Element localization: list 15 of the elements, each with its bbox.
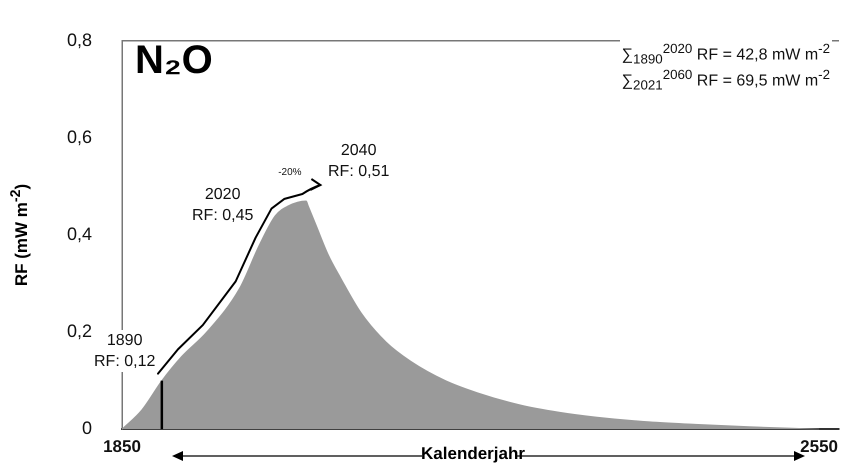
y-tick-label: 0,6	[66, 126, 92, 147]
y-tick-label: 0,8	[66, 30, 92, 50]
chart-title: N₂O	[135, 38, 213, 83]
annotation: ∑$_{2021}$$^{2060}$ RF = 69,5 mW m$^{-2}$	[622, 67, 830, 93]
y-tick-label: 0,2	[66, 321, 92, 342]
x-tick-label: 1850	[103, 437, 141, 456]
annotation: 2040 RF: 0,51	[326, 140, 392, 182]
y-tick-label: 0	[82, 418, 92, 438]
annotation: 2020 RF: 0,45	[190, 184, 256, 226]
x-axis-title: Kalenderjahr	[411, 444, 535, 463]
annotation: 1890 RF: 0,12	[92, 330, 158, 372]
y-tick-label: 0,4	[66, 224, 92, 244]
annotation: ∑$_{1890}$$^{2020}$ RF = 42,8 mW m$^{-2}$	[622, 41, 830, 67]
x-tick-label: 2550	[800, 437, 838, 456]
annotation: -20%	[278, 167, 302, 178]
